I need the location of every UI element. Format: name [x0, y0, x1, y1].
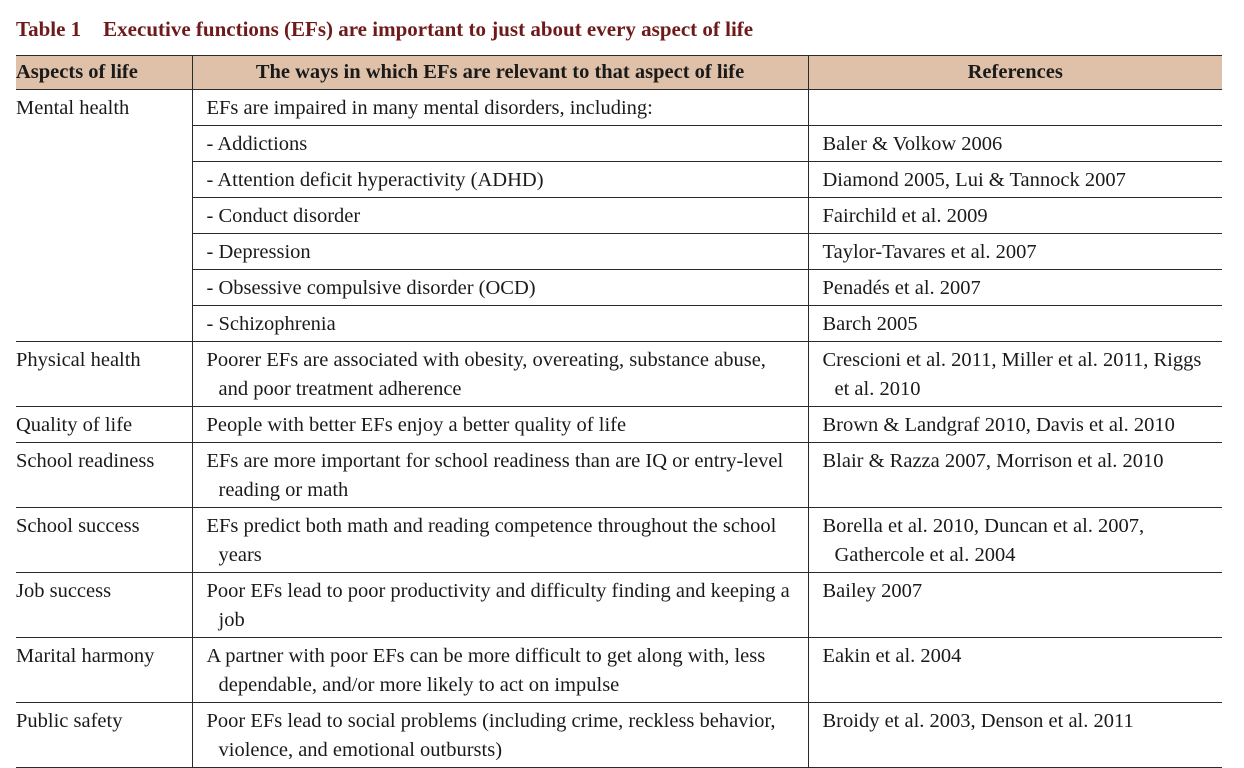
ways-cell: Poorer EFs are associated with obesity, …	[191, 341, 808, 407]
aspect-cell: Mental health	[16, 89, 192, 342]
table-row: - Addictions Baler & Volkow 2006	[16, 125, 1222, 162]
refs-cell: Bailey 2007	[807, 572, 1222, 638]
table-row: - Conduct disorder Fairchild et al. 2009	[16, 197, 1222, 234]
aspect-cell: School success	[16, 507, 192, 573]
disorder-cell: - Attention deficit hyperactivity (ADHD)	[191, 161, 808, 198]
table-row: School readiness EFs are more important …	[16, 442, 1222, 508]
refs-cell: Diamond 2005, Lui & Tannock 2007	[807, 161, 1222, 198]
refs-text: Bailey 2007	[822, 580, 923, 602]
executive-functions-table: Aspects of life The ways in which EFs ar…	[16, 55, 1222, 768]
refs-cell: Crescioni et al. 2011, Miller et al. 201…	[807, 341, 1222, 407]
table-row: Public safety Poor EFs lead to social pr…	[16, 702, 1222, 768]
table-row: Quality of life People with better EFs e…	[16, 406, 1222, 443]
aspect-cell: School readiness	[16, 442, 192, 508]
header-ways: The ways in which EFs are relevant to th…	[191, 55, 808, 90]
ways-text: People with better EFs enjoy a better qu…	[206, 414, 627, 436]
disorder-cell: - Conduct disorder	[191, 197, 808, 234]
refs-text: Blair & Razza 2007, Morrison et al. 2010	[822, 450, 1164, 472]
refs-cell: Broidy et al. 2003, Denson et al. 2011	[807, 702, 1222, 768]
ways-cell: Poor EFs lead to poor productivity and d…	[191, 572, 808, 638]
aspect-cell: Public safety	[16, 702, 192, 768]
ways-text: A partner with poor EFs can be more diff…	[206, 645, 766, 696]
refs-cell: Fairchild et al. 2009	[807, 197, 1222, 234]
table-number: Table 1	[16, 17, 82, 41]
refs-cell: Eakin et al. 2004	[807, 637, 1222, 703]
aspect-cell: Marital harmony	[16, 637, 192, 703]
refs-cell	[807, 89, 1222, 126]
ways-text: EFs are more important for school readin…	[206, 450, 784, 501]
ways-cell: A partner with poor EFs can be more diff…	[191, 637, 808, 703]
table-row: Physical health Poorer EFs are associate…	[16, 341, 1222, 407]
ways-cell: EFs predict both math and reading compet…	[191, 507, 808, 573]
refs-cell: Barch 2005	[807, 305, 1222, 342]
refs-cell: Borella et al. 2010, Duncan et al. 2007,…	[807, 507, 1222, 573]
disorder-cell: - Addictions	[191, 125, 808, 162]
table-row: Mental health EFs are impaired in many m…	[16, 89, 1222, 342]
refs-text: Broidy et al. 2003, Denson et al. 2011	[822, 710, 1134, 732]
aspect-cell: Job success	[16, 572, 192, 638]
table-title: Executive functions (EFs) are important …	[103, 17, 754, 41]
aspect-cell: Physical health	[16, 341, 192, 407]
refs-text: Crescioni et al. 2011, Miller et al. 201…	[822, 349, 1202, 400]
ways-text: Poorer EFs are associated with obesity, …	[206, 349, 766, 400]
refs-cell: Blair & Razza 2007, Morrison et al. 2010	[807, 442, 1222, 508]
disorder-cell: - Schizophrenia	[191, 305, 808, 342]
refs-cell: Taylor-Tavares et al. 2007	[807, 233, 1222, 270]
table-row: - Depression Taylor-Tavares et al. 2007	[16, 233, 1222, 270]
header-references: References	[807, 55, 1222, 90]
disorder-cell: - Obsessive compulsive disorder (OCD)	[191, 269, 808, 306]
table-row: - Attention deficit hyperactivity (ADHD)…	[16, 161, 1222, 198]
refs-text: Eakin et al. 2004	[822, 645, 962, 667]
ways-cell: EFs are impaired in many mental disorder…	[191, 89, 808, 126]
table-row: Marital harmony A partner with poor EFs …	[16, 637, 1222, 703]
refs-text: Brown & Landgraf 2010, Davis et al. 2010	[822, 414, 1175, 436]
table-row: - Schizophrenia Barch 2005	[16, 305, 1222, 342]
table-row: Job success Poor EFs lead to poor produc…	[16, 572, 1222, 638]
ways-text: EFs predict both math and reading compet…	[206, 515, 777, 566]
ways-cell: People with better EFs enjoy a better qu…	[191, 406, 808, 443]
ways-cell: Poor EFs lead to social problems (includ…	[191, 702, 808, 768]
aspect-cell: Quality of life	[16, 406, 192, 443]
table-row: - Obsessive compulsive disorder (OCD) Pe…	[16, 269, 1222, 306]
header-aspects: Aspects of life	[16, 55, 192, 90]
header-row: Aspects of life The ways in which EFs ar…	[16, 55, 1222, 90]
refs-text: Borella et al. 2010, Duncan et al. 2007,…	[822, 515, 1145, 566]
refs-cell: Penadés et al. 2007	[807, 269, 1222, 306]
ways-text: Poor EFs lead to social problems (includ…	[206, 710, 776, 761]
refs-cell: Brown & Landgraf 2010, Davis et al. 2010	[807, 406, 1222, 443]
table-row: School success EFs predict both math and…	[16, 507, 1222, 573]
ways-text: Poor EFs lead to poor productivity and d…	[206, 580, 790, 631]
disorder-cell: - Depression	[191, 233, 808, 270]
table-caption: Table 1 Executive functions (EFs) are imp…	[16, 17, 753, 42]
refs-cell: Baler & Volkow 2006	[807, 125, 1222, 162]
ways-cell: EFs are more important for school readin…	[191, 442, 808, 508]
